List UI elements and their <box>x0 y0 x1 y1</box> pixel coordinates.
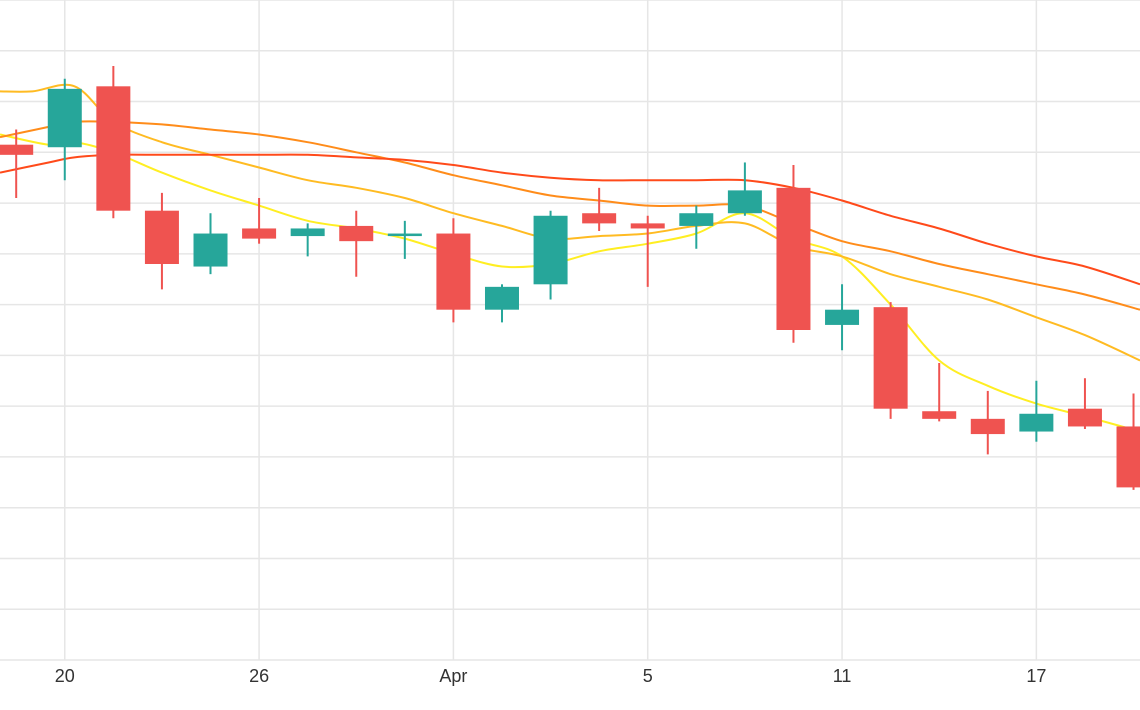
candle-down <box>0 129 34 198</box>
candle-up <box>727 162 762 216</box>
candle-body <box>436 233 471 310</box>
candle-body <box>630 223 665 229</box>
candle-down <box>922 363 957 422</box>
candle-up <box>47 78 82 181</box>
candle-down <box>582 187 617 231</box>
candle-body <box>144 210 179 264</box>
candle-body <box>533 215 568 285</box>
candle-down <box>630 215 665 287</box>
candle-body <box>873 307 908 409</box>
candle-body <box>825 309 860 325</box>
candle-up <box>290 223 325 257</box>
candle-body <box>484 286 519 310</box>
candle-body <box>387 233 422 237</box>
candle-up <box>679 205 714 249</box>
candle-down <box>1116 393 1140 490</box>
candle-down <box>970 390 1005 455</box>
candle-up <box>387 220 422 259</box>
candle-up <box>533 210 568 300</box>
candle-body <box>970 418 1005 435</box>
candle-body <box>727 190 762 214</box>
candle-body <box>0 144 34 155</box>
candle-up <box>825 284 860 351</box>
candle-up <box>1019 380 1054 442</box>
x-tick-label: 5 <box>643 666 653 686</box>
candle-body <box>679 213 714 226</box>
x-tick-label: Apr <box>439 666 467 686</box>
candle-down <box>144 192 179 290</box>
candle-body <box>242 228 277 239</box>
candle-body <box>1019 413 1054 432</box>
candle-body <box>1116 426 1140 488</box>
candle-down <box>873 302 908 419</box>
candle-up <box>484 284 519 323</box>
candles <box>0 66 1140 490</box>
moving-average-line <box>0 153 1140 286</box>
candle-body <box>582 213 617 224</box>
x-tick-label: 17 <box>1026 666 1046 686</box>
candle-down <box>339 210 374 277</box>
x-tick-label: 11 <box>833 666 852 686</box>
candle-body <box>1067 408 1102 427</box>
candle-body <box>776 187 811 330</box>
x-tick-label: 26 <box>249 666 269 686</box>
candle-down <box>1067 378 1102 429</box>
candle-body <box>47 88 82 148</box>
candle-down <box>242 198 277 244</box>
candle-body <box>193 233 228 267</box>
candle-body <box>339 225 374 242</box>
candle-body <box>96 86 131 211</box>
candle-body <box>922 411 957 419</box>
x-axis-tick-labels: 20 26 Apr 5 11 17 <box>55 666 1047 686</box>
x-tick-label: 20 <box>55 666 75 686</box>
moving-average-line <box>0 120 1140 311</box>
candle-down <box>776 165 811 343</box>
horizontal-gridlines <box>0 0 1140 661</box>
candle-down <box>96 66 131 219</box>
candle-down <box>436 218 471 323</box>
candle-body <box>290 228 325 237</box>
candle-up <box>193 213 228 275</box>
